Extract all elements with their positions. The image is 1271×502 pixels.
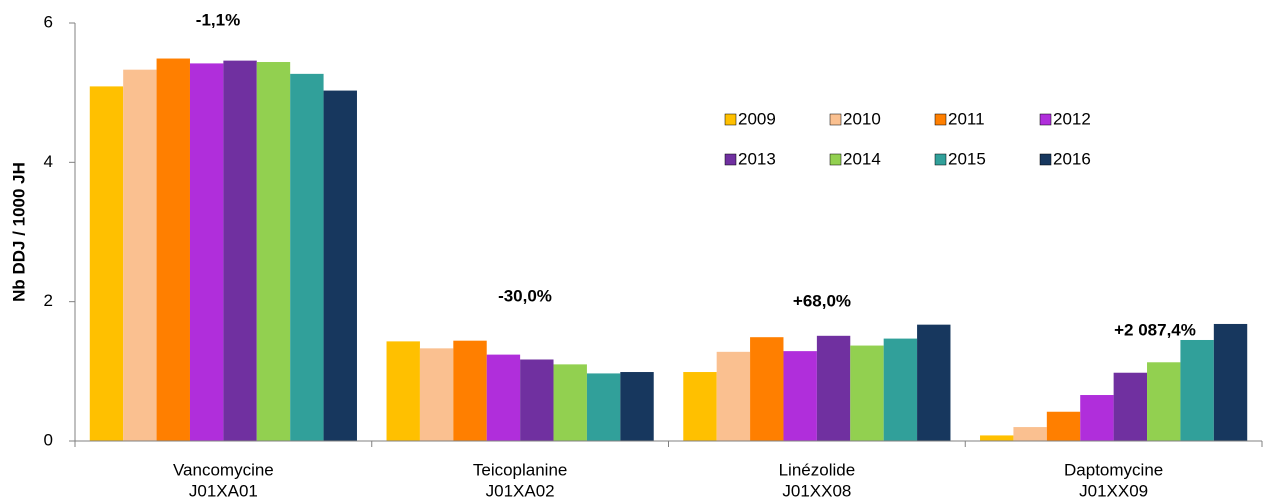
bar — [1113, 372, 1148, 441]
bar — [156, 58, 190, 441]
y-tick-label: 4 — [44, 152, 53, 171]
legend-swatch — [1039, 153, 1052, 166]
legend-swatch — [724, 153, 737, 166]
bar — [1046, 411, 1081, 441]
bar — [750, 337, 784, 441]
y-axis-label: Nb DDJ / 1000 JH — [9, 162, 28, 302]
bar — [123, 69, 157, 441]
legend-swatch — [1039, 113, 1052, 126]
bar — [816, 335, 851, 441]
legend-label: 2012 — [1053, 109, 1091, 128]
bar — [189, 63, 224, 441]
bar — [783, 351, 817, 441]
legend-swatch — [829, 113, 842, 126]
bar — [553, 364, 587, 441]
bar — [1013, 427, 1047, 441]
bar — [917, 324, 951, 441]
bar — [453, 340, 487, 441]
annotation: +2 087,4% — [1114, 320, 1196, 339]
legend-swatch — [934, 153, 947, 166]
bar — [980, 435, 1014, 441]
legend-label: 2015 — [948, 149, 986, 168]
bar — [419, 348, 454, 441]
bar — [256, 62, 291, 441]
bar — [520, 359, 554, 441]
bar — [683, 372, 717, 441]
legend-label: 2014 — [843, 149, 881, 168]
legend-label: 2016 — [1053, 149, 1091, 168]
bar — [883, 338, 918, 441]
bar — [1213, 323, 1248, 441]
x-tick-label: Teicoplanine — [473, 460, 568, 479]
legend-swatch — [829, 153, 842, 166]
x-tick-label: J01XA02 — [486, 481, 555, 500]
legend-swatch — [724, 113, 737, 126]
legend-label: 2010 — [843, 109, 881, 128]
bar — [850, 345, 884, 441]
bar — [223, 60, 257, 442]
y-tick-label: 2 — [44, 291, 53, 310]
annotation: -1,1% — [196, 10, 240, 29]
bar — [486, 354, 521, 441]
bar — [586, 373, 621, 441]
bar — [290, 73, 324, 442]
x-tick-label: Linézolide — [779, 460, 856, 479]
bar — [620, 372, 654, 441]
x-tick-label: J01XX08 — [782, 481, 851, 500]
annotation: +68,0% — [793, 291, 851, 310]
bar — [386, 341, 420, 441]
x-tick-label: Daptomycine — [1064, 460, 1163, 479]
legend-label: 2013 — [738, 149, 776, 168]
legend-label: 2011 — [948, 109, 985, 128]
x-tick-label: J01XX09 — [1079, 481, 1148, 500]
bar — [1180, 339, 1214, 441]
y-tick-label: 0 — [44, 430, 53, 449]
bar — [1147, 362, 1181, 441]
bar — [1080, 395, 1114, 441]
legend-label: 2009 — [738, 109, 776, 128]
legend-swatch — [934, 113, 947, 126]
bar — [323, 90, 357, 442]
y-tick-label: 6 — [44, 12, 53, 31]
bar — [716, 351, 751, 441]
x-tick-label: J01XA01 — [189, 481, 258, 500]
x-tick-label: Vancomycine — [173, 460, 274, 479]
bar — [89, 86, 124, 441]
annotation: -30,0% — [498, 286, 552, 305]
